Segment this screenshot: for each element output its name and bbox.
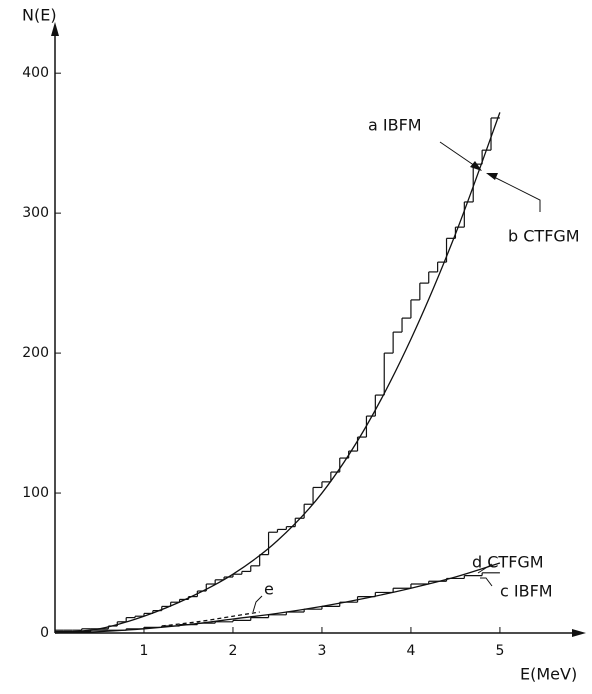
curve-label: a IBFM	[368, 116, 422, 135]
arrow-e	[252, 595, 263, 613]
curve-label: c IBFM	[500, 582, 553, 601]
x-tick-label: 3	[317, 643, 326, 659]
y-tick-label: 0	[40, 625, 49, 641]
y-axis-label: N(E)	[22, 6, 57, 25]
y-tick-label: 300	[22, 205, 49, 221]
x-tick-label: 4	[406, 643, 415, 659]
curve	[54, 112, 501, 634]
curve	[161, 611, 260, 627]
x-tick-label: 1	[140, 643, 149, 659]
arrow-a	[439, 141, 479, 169]
y-tick-label: 100	[22, 485, 49, 501]
x-tick-label: 2	[229, 643, 238, 659]
y-tick-label: 200	[22, 345, 49, 361]
y-arrow	[51, 22, 59, 36]
curve-label: d CTFGM	[472, 553, 544, 572]
x-axis-label: E(MeV)	[520, 665, 577, 684]
x-arrow	[572, 629, 586, 637]
arrow-c	[480, 577, 493, 587]
curve	[54, 562, 501, 634]
y-tick-label: 400	[22, 65, 49, 81]
curve-label: e	[264, 580, 274, 599]
curve-label: b CTFGM	[508, 227, 580, 246]
arrowhead-b	[486, 173, 498, 180]
arrowhead-a	[470, 161, 482, 171]
x-tick-label: 5	[495, 643, 504, 659]
arrow-b	[491, 175, 541, 212]
